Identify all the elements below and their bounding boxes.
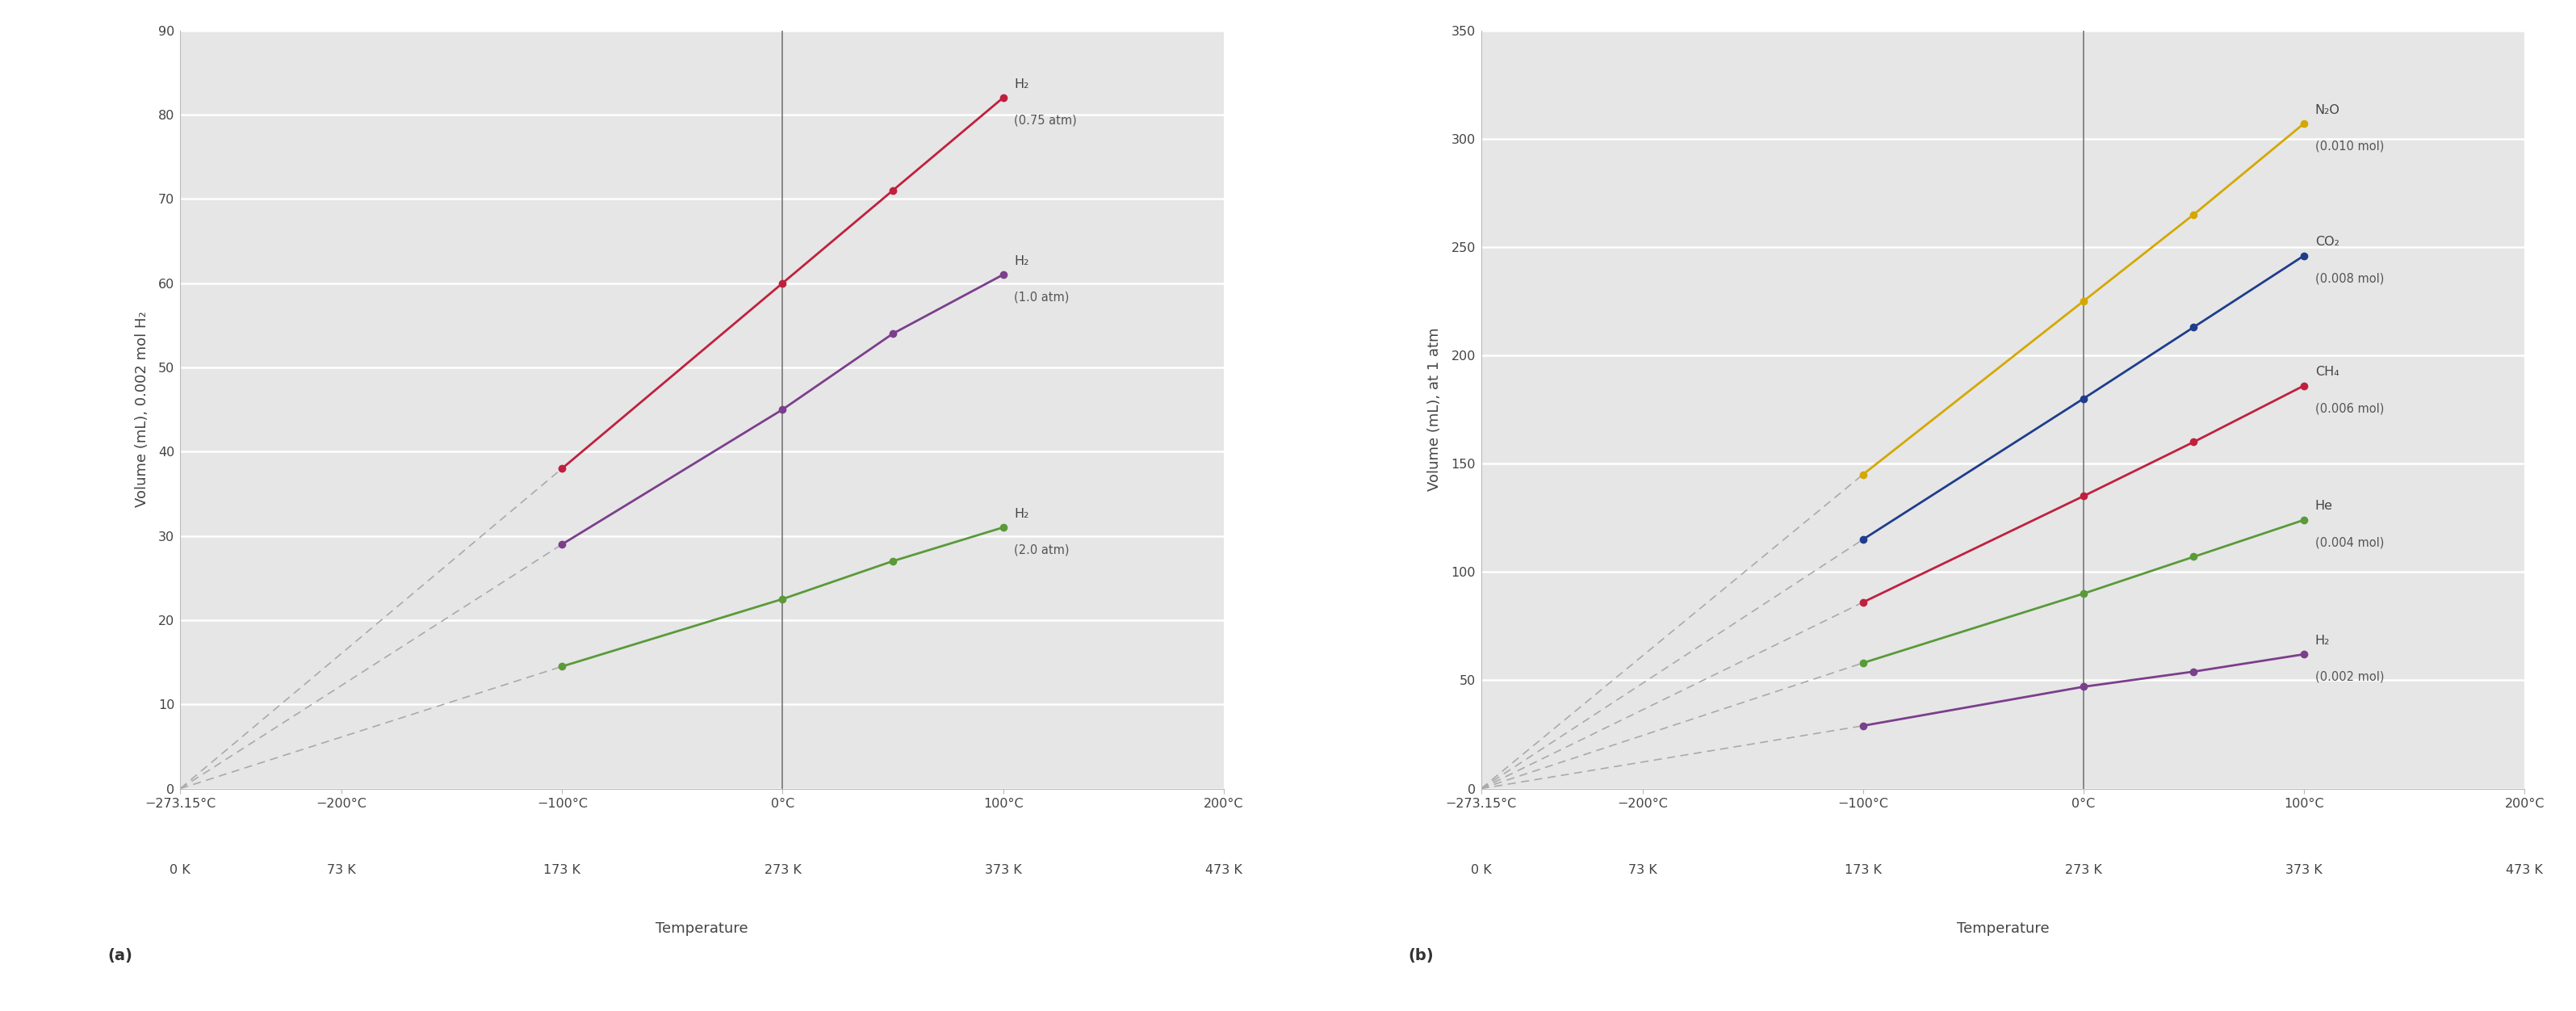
Text: (0.004 mol): (0.004 mol): [2316, 537, 2383, 549]
Text: (a): (a): [108, 948, 131, 963]
Y-axis label: Volume (mL), 0.002 mol H₂: Volume (mL), 0.002 mol H₂: [134, 311, 149, 508]
Text: (1.0 atm): (1.0 atm): [1015, 291, 1069, 303]
Text: (0.006 mol): (0.006 mol): [2316, 402, 2383, 415]
Text: (0.002 mol): (0.002 mol): [2316, 671, 2383, 683]
Text: 373 K: 373 K: [2285, 864, 2324, 877]
Y-axis label: Volume (mL), at 1 atm: Volume (mL), at 1 atm: [1427, 328, 1443, 491]
Text: 273 K: 273 K: [2066, 864, 2102, 877]
Text: He: He: [2316, 500, 2334, 513]
Text: 73 K: 73 K: [327, 864, 355, 877]
Text: H₂: H₂: [1015, 78, 1028, 90]
Text: 473 K: 473 K: [1206, 864, 1242, 877]
Text: 73 K: 73 K: [1628, 864, 1656, 877]
Text: CH₄: CH₄: [2316, 366, 2339, 378]
Text: H₂: H₂: [1015, 508, 1028, 520]
Text: 173 K: 173 K: [544, 864, 580, 877]
Text: N₂O: N₂O: [2316, 104, 2339, 116]
Text: (0.010 mol): (0.010 mol): [2316, 141, 2383, 153]
Text: H₂: H₂: [2316, 635, 2329, 647]
Text: CO₂: CO₂: [2316, 236, 2339, 248]
Text: (2.0 atm): (2.0 atm): [1015, 544, 1069, 556]
Text: (0.75 atm): (0.75 atm): [1015, 114, 1077, 126]
Text: 373 K: 373 K: [984, 864, 1023, 877]
Text: H₂: H₂: [1015, 255, 1028, 267]
Text: 273 K: 273 K: [765, 864, 801, 877]
Text: Temperature: Temperature: [657, 921, 747, 936]
Text: 173 K: 173 K: [1844, 864, 1880, 877]
Text: 0 K: 0 K: [1471, 864, 1492, 877]
Text: 0 K: 0 K: [170, 864, 191, 877]
Text: (b): (b): [1409, 948, 1435, 963]
Text: 473 K: 473 K: [2506, 864, 2543, 877]
Text: Temperature: Temperature: [1958, 921, 2048, 936]
Text: (0.008 mol): (0.008 mol): [2316, 272, 2383, 284]
